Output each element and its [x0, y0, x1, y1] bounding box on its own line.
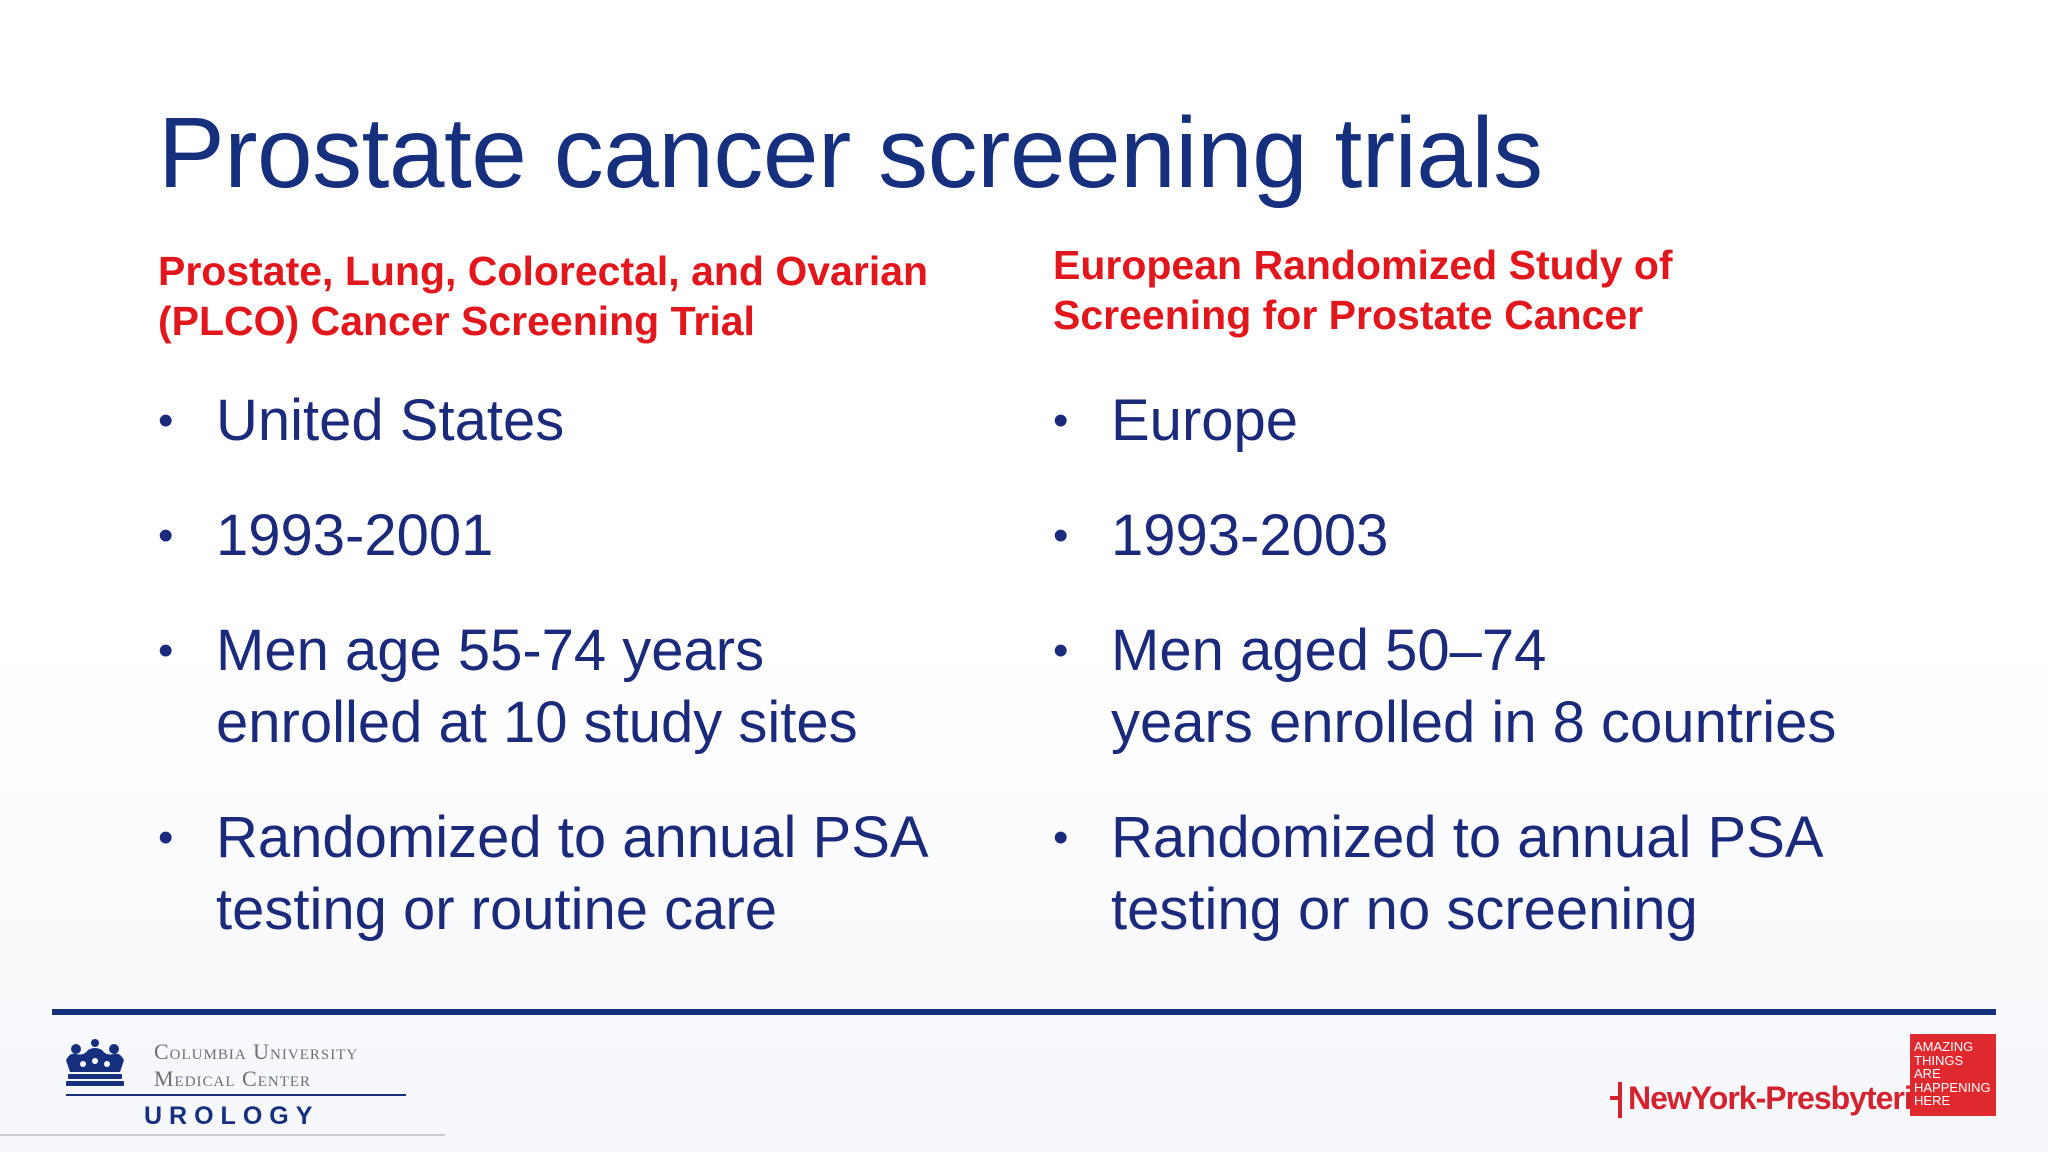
footer-divider [52, 1009, 1996, 1015]
bullet-dot-icon: • [1053, 813, 1069, 862]
bullet-text: 1993-2001 [216, 503, 494, 568]
bullet-item: • Randomized to annual PSA testing or ro… [158, 802, 929, 946]
bullet-dot-icon: • [158, 626, 174, 675]
crown-icon [66, 1039, 124, 1086]
bullet-dot-icon: • [158, 396, 174, 445]
bullet-text: enrolled at 10 study sites [216, 690, 858, 755]
bullet-dot-icon: • [158, 511, 174, 560]
columbia-name-line2: Medical Center [154, 1066, 312, 1091]
bullet-dot-icon: • [158, 813, 174, 862]
slide-title: Prostate cancer screening trials [158, 97, 1543, 209]
bullet-text: 1993-2003 [1111, 503, 1389, 568]
plco-heading: Prostate, Lung, Colorectal, and Ovarian … [158, 246, 928, 346]
bullet-text: testing or no screening [1111, 877, 1698, 942]
plco-heading-line2: (PLCO) Cancer Screening Trial [158, 298, 755, 344]
tagline-word: HERE [1914, 1093, 1951, 1108]
bullet-text: Randomized to annual PSA [1111, 805, 1824, 870]
erspc-heading: European Randomized Study of Screening f… [1053, 240, 1673, 340]
columbia-name-line1: Columbia University [154, 1039, 359, 1064]
tagline-word: HAPPENING [1914, 1079, 1991, 1095]
tagline-word: AMAZING [1914, 1039, 1974, 1054]
bullet-item: • Europe [1053, 385, 1836, 457]
columbia-underline [0, 1134, 445, 1136]
bullet-item: • Men aged 50–74 years enrolled in 8 cou… [1053, 615, 1836, 759]
bullet-dot-icon: • [1053, 511, 1069, 560]
bullet-dot-icon: • [1053, 396, 1069, 445]
bullet-text: Men age 55-74 years [216, 618, 765, 683]
tagline-word: THINGS [1914, 1052, 1964, 1068]
bullet-item: • United States [158, 385, 929, 457]
department-label: UROLOGY [144, 1102, 320, 1130]
bullet-text: testing or routine care [216, 877, 777, 942]
bullet-item: • Men age 55-74 years enrolled at 10 stu… [158, 615, 929, 759]
bullet-item: • 1993-2003 [1053, 500, 1836, 572]
plco-bullet-list: • United States • 1993-2001 • Men age 55… [158, 385, 929, 989]
bullet-dot-icon: • [1053, 626, 1069, 675]
plco-heading-line1: Prostate, Lung, Colorectal, and Ovarian [158, 248, 929, 294]
columbia-name: Columbia University Medical Center [154, 1038, 358, 1092]
columbia-logo-rule [66, 1094, 406, 1096]
bullet-text: years enrolled in 8 countries [1111, 690, 1837, 755]
bullet-text: Europe [1111, 388, 1299, 453]
erspc-heading-line2: Screening for Prostate Cancer [1053, 292, 1644, 338]
bullet-text: Men aged 50–74 [1111, 618, 1547, 683]
nyp-cross-icon [1610, 1082, 1622, 1118]
bullet-item: • 1993-2001 [158, 500, 929, 572]
columbia-logo: Columbia University Medical Center UROLO… [62, 1032, 442, 1142]
nyp-name: NewYork-Presbyterian [1628, 1080, 1948, 1116]
bullet-text: United States [216, 388, 565, 453]
bullet-text: Randomized to annual PSA [216, 805, 929, 870]
tagline-word: ARE [1914, 1066, 1941, 1081]
erspc-bullet-list: • Europe • 1993-2003 • Men aged 50–74 ye… [1053, 385, 1836, 989]
amazing-things-badge: AMAZING THINGS ARE HAPPENING HERE [1910, 1034, 1996, 1116]
erspc-heading-line1: European Randomized Study of [1053, 242, 1673, 288]
bullet-item: • Randomized to annual PSA testing or no… [1053, 802, 1836, 946]
nyp-logo: NewYork-Presbyterian AMAZING THINGS ARE … [1600, 1032, 2000, 1152]
